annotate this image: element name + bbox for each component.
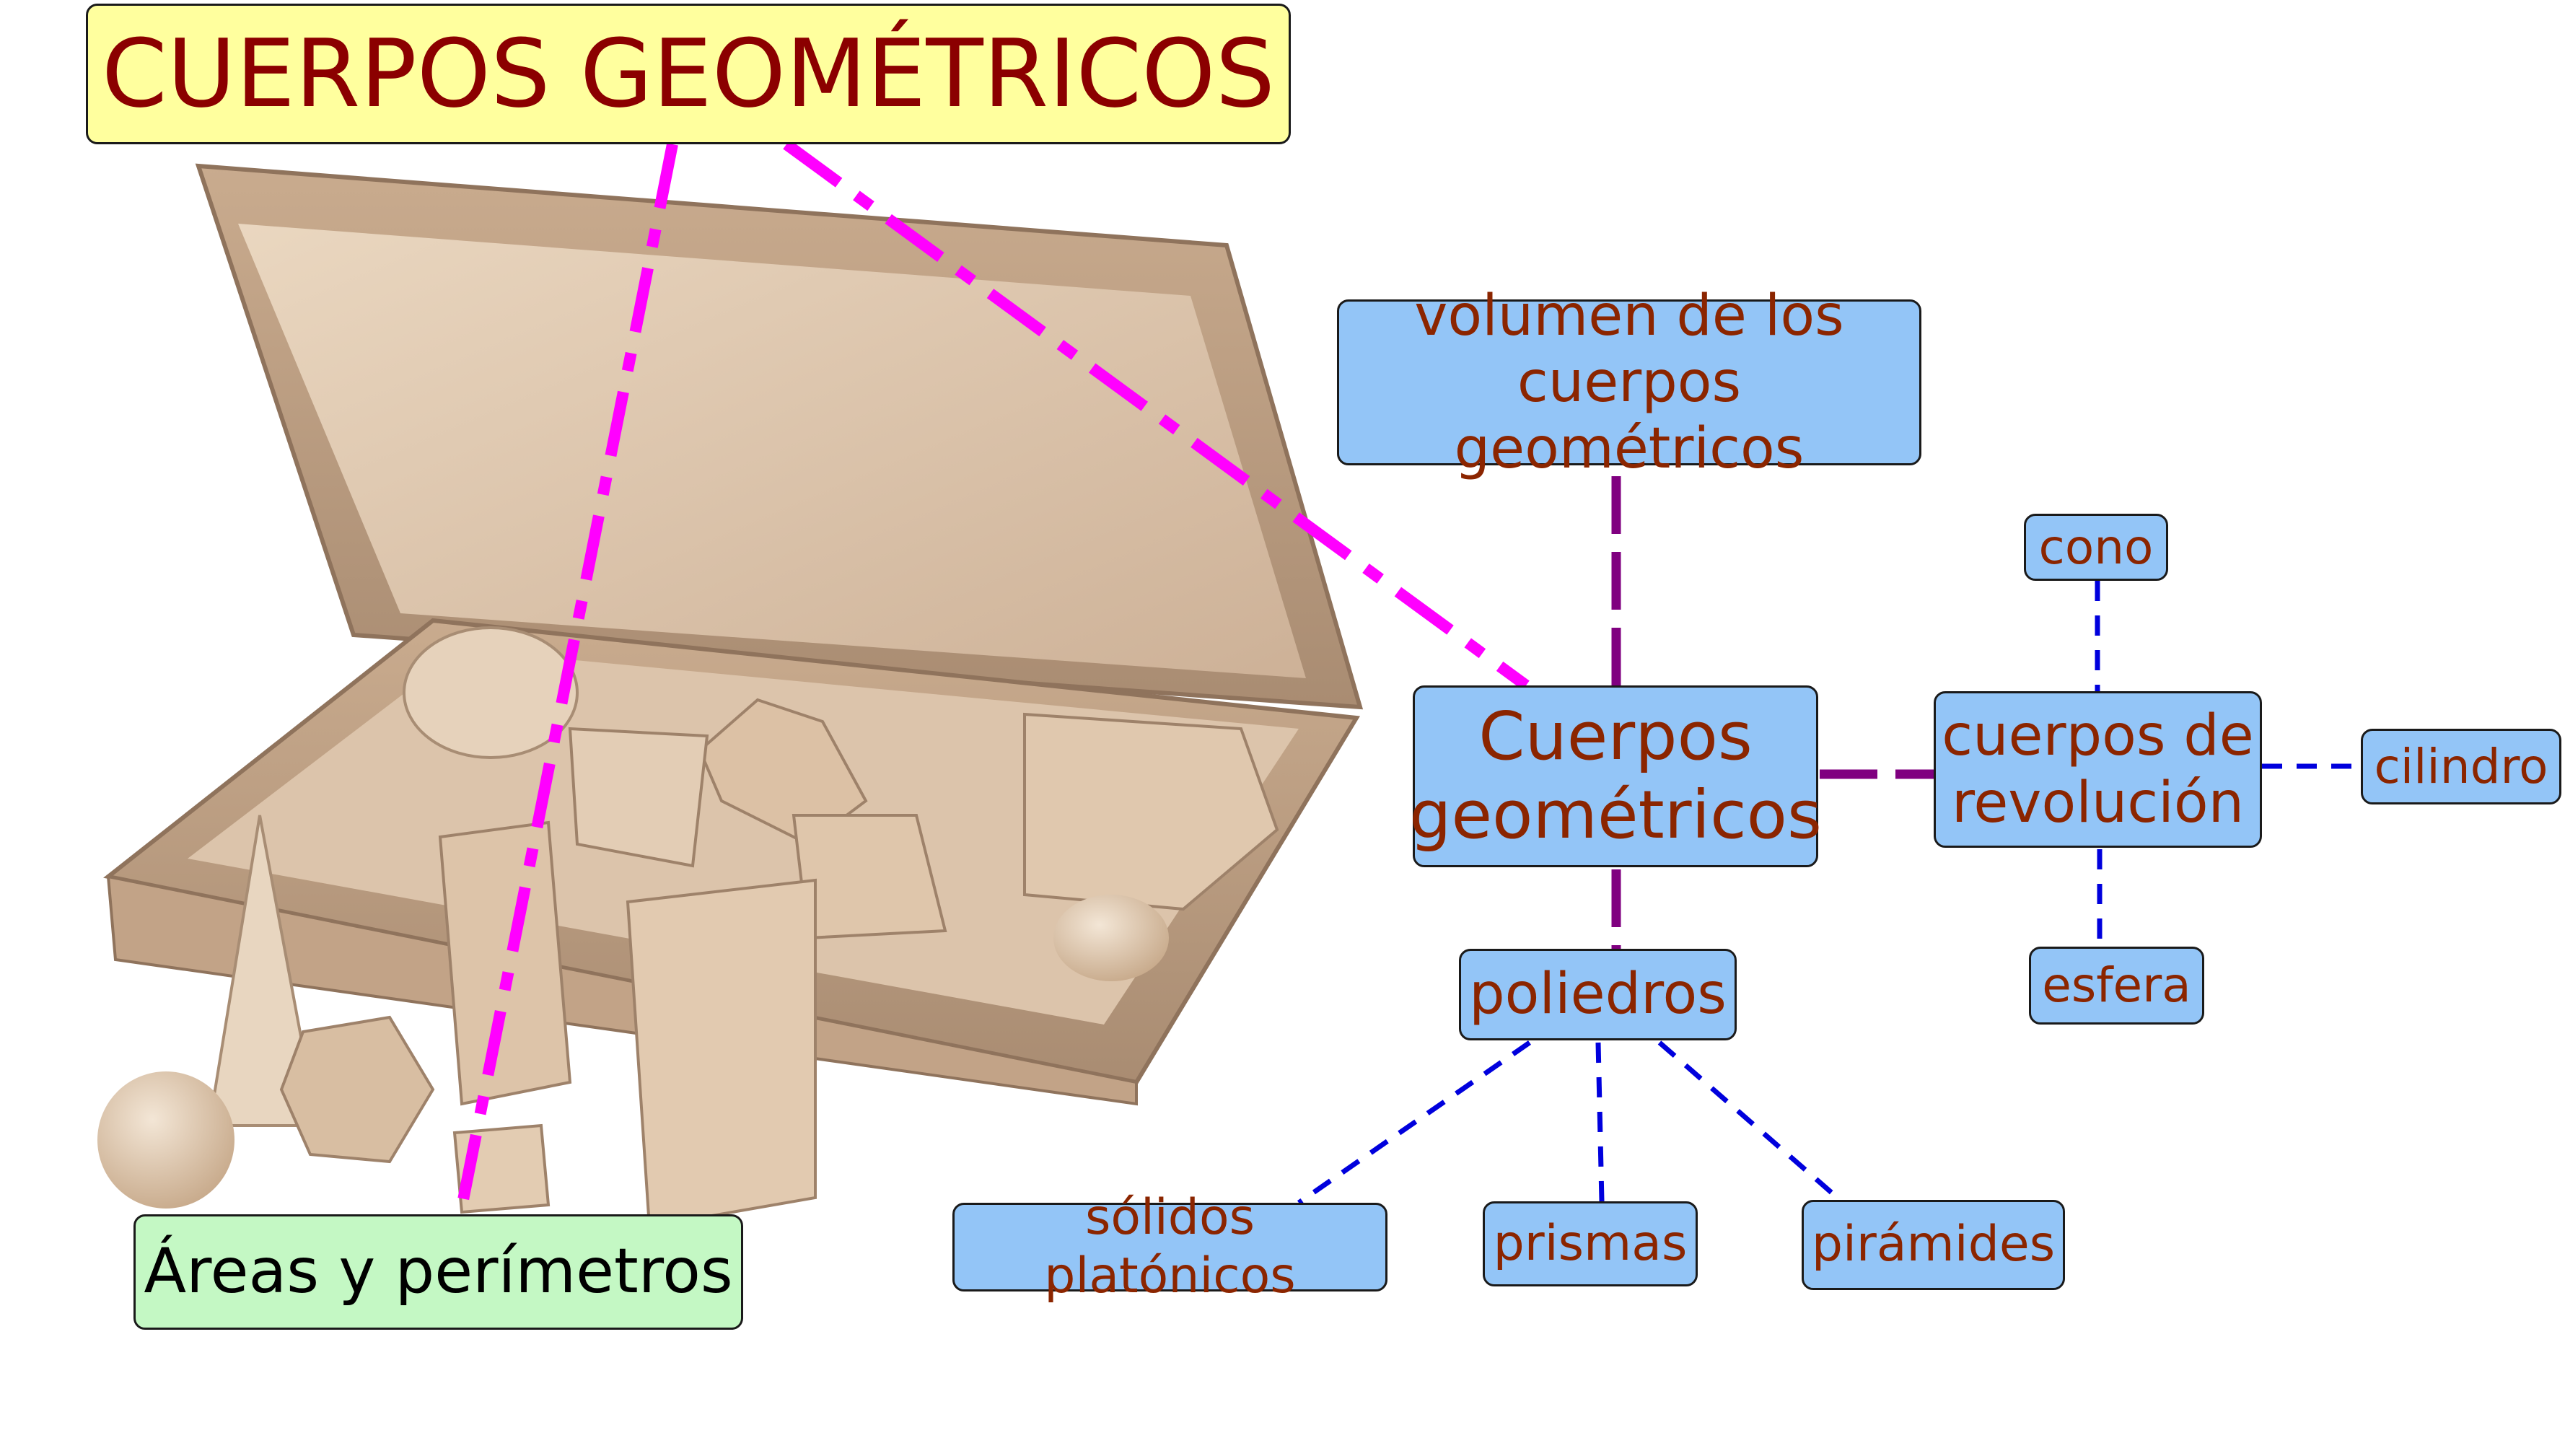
cilindro-node[interactable]: cilindro — [2361, 729, 2561, 804]
small-sphere-in-box — [1053, 895, 1169, 981]
link-title-central — [783, 139, 1530, 690]
solidos-platonicos-node[interactable]: sólidos platónicos — [952, 1189, 1387, 1304]
link-title-areas — [455, 143, 678, 1216]
piramides-node[interactable]: pirámides — [1802, 1200, 2065, 1290]
prismas-node[interactable]: prismas — [1483, 1201, 1698, 1286]
rectangular-prism-solid — [626, 878, 817, 1229]
triangular-prism-solid — [568, 727, 709, 868]
box-lid-inner — [238, 224, 1306, 678]
revolucion-node[interactable]: cuerpos de revolución — [1934, 691, 2262, 848]
cylinder-solid — [403, 626, 579, 759]
areas-perimetros-node[interactable]: Áreas y perímetros — [133, 1214, 743, 1330]
link-poliedros-platonicos — [1297, 1040, 1531, 1205]
cone-solid — [207, 815, 320, 1127]
poliedros-node[interactable]: poliedros — [1459, 949, 1737, 1040]
dodecahedron-solid — [279, 1015, 435, 1164]
title-node[interactable]: CUERPOS GEOMÉTRICOS — [86, 4, 1291, 144]
cono-node[interactable]: cono — [2024, 514, 2168, 581]
link-poliedros-prismas — [1595, 1042, 1605, 1202]
hexagonal-prism-solid — [438, 820, 572, 1106]
volumen-node[interactable]: volumen de los cuerpos geométricos — [1337, 284, 1921, 481]
esfera-node[interactable]: esfera — [2029, 947, 2204, 1025]
sphere-solid — [97, 1071, 234, 1209]
link-poliedros-piramides — [1657, 1040, 1842, 1202]
cube-solid — [1023, 712, 1279, 911]
central-node[interactable]: Cuerpos geométricos — [1409, 685, 1822, 867]
